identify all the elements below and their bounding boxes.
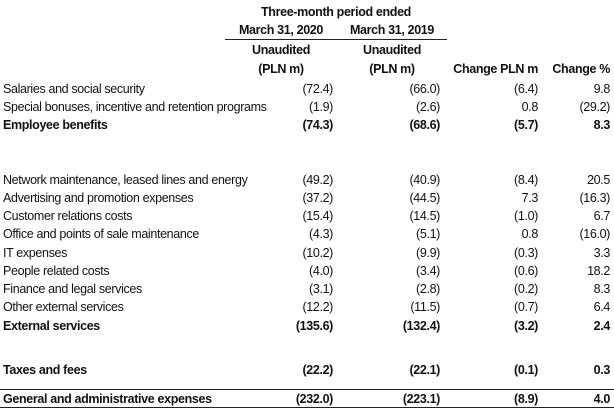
value-2020: (22.2) bbox=[302, 363, 333, 377]
row-label: Advertising and promotion expenses bbox=[3, 191, 194, 205]
header-divider bbox=[225, 39, 447, 40]
value-2020: (135.6) bbox=[295, 319, 334, 333]
row-label: Customer relations costs bbox=[3, 209, 133, 223]
table-row: People related costs (4.0) (3.4) (0.6) 18.2 bbox=[0, 263, 614, 279]
change-pct: 20.5 bbox=[587, 173, 610, 187]
value-2019: (2.6) bbox=[416, 100, 440, 114]
period-heading: Three-month period ended bbox=[261, 5, 411, 19]
table-row: Salaries and social security (72.4) (66.0)… bbox=[0, 81, 614, 97]
value-2020: (232.0) bbox=[295, 392, 334, 406]
change-pln: (0.1) bbox=[514, 363, 538, 377]
value-2020: (4.3) bbox=[309, 227, 333, 241]
value-2020: (37.2) bbox=[302, 191, 333, 205]
change-pln: (3.2) bbox=[514, 319, 538, 333]
value-2020: (1.9) bbox=[309, 100, 333, 114]
row-label: Finance and legal services bbox=[3, 282, 142, 296]
change-pct: 8.3 bbox=[593, 282, 611, 296]
table-row: Customer relations costs (15.4) (14.5) (1.0… bbox=[0, 208, 614, 224]
value-2019: (66.0) bbox=[409, 82, 440, 96]
change-pln: (0.3) bbox=[514, 246, 538, 260]
change-pct: 9.8 bbox=[593, 82, 611, 96]
subtotal-row: Taxes and fees (22.2) (22.1) (0.1) 0.3 bbox=[0, 362, 614, 378]
value-2020: (10.2) bbox=[302, 246, 333, 260]
col-2020-unit: (PLN m) bbox=[258, 62, 304, 76]
change-pct: (29.2) bbox=[579, 100, 610, 114]
value-2019: (5.1) bbox=[416, 227, 440, 241]
value-2019: (2.8) bbox=[416, 282, 440, 296]
subtotal-row: Employee benefits (74.3) (68.6) (5.7) 8.3 bbox=[0, 117, 614, 133]
value-2019: (14.5) bbox=[409, 209, 440, 223]
change-pct: 8.3 bbox=[593, 118, 611, 132]
value-2020: (49.2) bbox=[302, 173, 333, 187]
value-2020: (3.1) bbox=[309, 282, 333, 296]
subtotal-row: External services (135.6) (132.4) (3.2) 2.4 bbox=[0, 318, 614, 334]
row-label: General and administrative expenses bbox=[3, 392, 212, 406]
row-label: Taxes and fees bbox=[3, 363, 87, 377]
change-pct: 4.0 bbox=[593, 392, 611, 406]
table-row: IT expenses (10.2) (9.9) (0.3) 3.3 bbox=[0, 245, 614, 261]
row-label: Network maintenance, leased lines and en… bbox=[3, 173, 248, 187]
value-2019: (223.1) bbox=[402, 392, 441, 406]
table-row: Other external services (12.2) (11.5) (0.7)… bbox=[0, 299, 614, 315]
col-2019-unit: (PLN m) bbox=[369, 62, 415, 76]
col-change-pct: Change % bbox=[552, 62, 610, 76]
value-2019: (11.5) bbox=[410, 300, 440, 314]
row-label: External services bbox=[3, 319, 100, 333]
change-pln: 7.3 bbox=[521, 191, 539, 205]
table-row: Finance and legal services (3.1) (2.8) (0.2… bbox=[0, 281, 614, 297]
value-2020: (4.0) bbox=[309, 264, 333, 278]
value-2019: (9.9) bbox=[416, 246, 440, 260]
value-2020: (12.2) bbox=[302, 300, 333, 314]
value-2019: (3.4) bbox=[416, 264, 440, 278]
row-label: IT expenses bbox=[3, 246, 68, 260]
row-label: Other external services bbox=[3, 300, 124, 314]
table-row: Special bonuses, incentive and retention… bbox=[0, 99, 614, 115]
change-pln: (0.6) bbox=[514, 264, 538, 278]
change-pln: (5.7) bbox=[514, 118, 538, 132]
subtotal-row: General and administrative expenses (232.… bbox=[0, 391, 614, 407]
value-2019: (68.6) bbox=[409, 118, 440, 132]
table-row: Network maintenance, leased lines and en… bbox=[0, 172, 614, 188]
table-row: Advertising and promotion expenses (37.2)… bbox=[0, 190, 614, 206]
change-pct: (16.0) bbox=[579, 227, 610, 241]
row-label: Special bonuses, incentive and retention… bbox=[3, 100, 267, 114]
change-pln: (1.0) bbox=[514, 209, 538, 223]
value-2019: (22.1) bbox=[409, 363, 440, 377]
change-pln: 0.8 bbox=[521, 100, 539, 114]
change-pct: 0.3 bbox=[593, 363, 611, 377]
change-pct: 6.4 bbox=[593, 300, 611, 314]
change-pln: (0.2) bbox=[514, 282, 538, 296]
change-pct: 6.7 bbox=[593, 209, 611, 223]
row-label: People related costs bbox=[3, 264, 110, 278]
value-2020: (72.4) bbox=[302, 82, 333, 96]
value-2020: (74.3) bbox=[302, 118, 333, 132]
change-pln: (8.9) bbox=[514, 392, 538, 406]
value-2019: (44.5) bbox=[409, 191, 440, 205]
row-label: Salaries and social security bbox=[3, 82, 145, 96]
change-pln: 0.8 bbox=[521, 227, 539, 241]
change-pln: (6.4) bbox=[514, 82, 538, 96]
row-label: Office and points of sale maintenance bbox=[3, 227, 199, 241]
col-change-pln: Change PLN m bbox=[453, 62, 538, 76]
change-pct: (16.3) bbox=[579, 191, 610, 205]
value-2020: (15.4) bbox=[302, 209, 333, 223]
change-pct: 2.4 bbox=[593, 319, 611, 333]
value-2019: (40.9) bbox=[409, 173, 440, 187]
col-2020-date: March 31, 2020 bbox=[238, 23, 324, 37]
col-2019-status: Unaudited bbox=[363, 43, 421, 57]
change-pct: 18.2 bbox=[587, 264, 610, 278]
change-pct: 3.3 bbox=[593, 246, 611, 260]
change-pln: (8.4) bbox=[514, 173, 538, 187]
change-pln: (0.7) bbox=[514, 300, 538, 314]
row-label: Employee benefits bbox=[3, 118, 108, 132]
col-2020-status: Unaudited bbox=[252, 43, 310, 57]
value-2019: (132.4) bbox=[402, 319, 441, 333]
table-row: Office and points of sale maintenance (4.… bbox=[0, 226, 614, 242]
col-2019-date: March 31, 2019 bbox=[349, 23, 435, 37]
total-top-rule bbox=[0, 389, 614, 390]
total-bottom-rule bbox=[0, 407, 614, 408]
